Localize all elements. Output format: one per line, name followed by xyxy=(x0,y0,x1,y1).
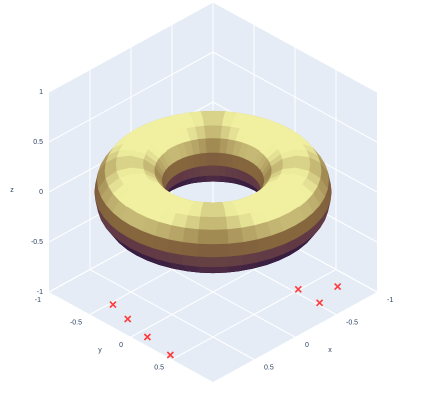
surface-patch xyxy=(199,152,207,167)
z-grid-line xyxy=(212,51,378,143)
z-grid-line xyxy=(48,51,214,143)
surface-patch xyxy=(219,165,227,177)
surface-patch xyxy=(212,229,229,245)
y-tick-label: -0.5 xyxy=(70,319,82,326)
y-grid-line xyxy=(171,269,337,360)
x-tick-label: 0 xyxy=(305,342,309,349)
surface-patch xyxy=(212,207,226,218)
z-tick-label: -1 xyxy=(37,289,43,296)
surface-patch xyxy=(225,215,242,230)
x-tick-label: -0.5 xyxy=(346,319,358,326)
surface-patch xyxy=(212,152,221,166)
surface-patch xyxy=(212,164,221,176)
surface-patch xyxy=(240,225,258,243)
surface-patch xyxy=(199,165,207,177)
surface-patch xyxy=(212,266,229,273)
surface-patch xyxy=(227,241,244,257)
z-tick-label: 0 xyxy=(39,189,43,196)
surface-patch xyxy=(182,227,200,244)
surface-patch xyxy=(197,243,214,258)
surface-patch xyxy=(182,254,199,267)
surface-patch xyxy=(226,227,244,244)
scatter-marker xyxy=(166,351,174,359)
z-tick-label: 1 xyxy=(39,89,43,96)
surface-patch xyxy=(219,152,227,167)
y-tick-label: 0.5 xyxy=(154,364,164,371)
surface-patch xyxy=(168,225,186,243)
surface-patch xyxy=(212,110,227,117)
surface-patch xyxy=(198,216,214,231)
x-axis-title: x xyxy=(328,347,332,354)
z-tick-label: 0.5 xyxy=(33,139,43,146)
x-tick-label: -1 xyxy=(387,297,393,304)
surface-patch xyxy=(205,164,214,176)
z-axis-title: z xyxy=(10,187,14,194)
y-tick-label: -1 xyxy=(35,297,41,304)
surface-patch xyxy=(197,256,214,268)
scatter-marker xyxy=(334,283,342,291)
surface-patch xyxy=(197,229,214,245)
surface-patch xyxy=(227,254,244,267)
surface-patch xyxy=(184,215,201,230)
surface-patch xyxy=(204,138,214,153)
surface-patch xyxy=(205,152,214,166)
scatter-marker xyxy=(294,285,302,293)
surface-patch xyxy=(199,110,214,117)
surface-patch xyxy=(200,207,214,218)
surface-patch xyxy=(212,202,225,209)
y-tick-label: 0 xyxy=(119,342,123,349)
scatter-marker xyxy=(143,333,151,341)
surface-patch xyxy=(182,241,199,257)
z-grid-line xyxy=(48,1,214,93)
y-axis-title: y xyxy=(98,347,102,354)
surface-patch xyxy=(212,243,229,258)
surface-patch xyxy=(212,138,222,153)
scatter-marker xyxy=(109,301,117,309)
surface-patch xyxy=(212,216,228,231)
scatter-marker xyxy=(124,315,132,323)
surface-patch xyxy=(212,256,229,268)
surface-patch xyxy=(201,202,214,209)
z-tick-label: -0.5 xyxy=(31,239,43,246)
x-tick-label: 0.5 xyxy=(264,364,274,371)
scatter-marker xyxy=(316,299,324,307)
surface-patch xyxy=(197,266,214,273)
z-grid-line xyxy=(212,1,378,93)
